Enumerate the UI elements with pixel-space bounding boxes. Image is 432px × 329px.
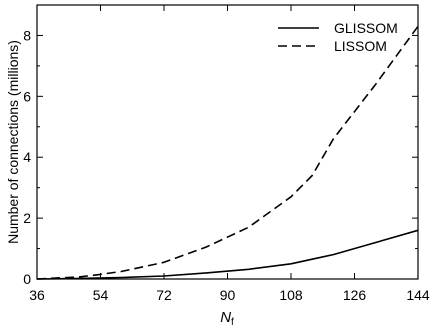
series-layer [36,25,419,280]
x-axis-ticks: 36 54 72 90 108 126 144 [29,5,430,303]
legend-label-glissom: GLISSOM [334,20,398,36]
series-line-glissom [36,229,419,280]
y-tick-label: 6 [23,88,31,104]
legend: GLISSOM LISSOM [278,20,398,54]
y-tick-label: 0 [23,271,31,287]
x-axis-label: Nf [220,309,234,328]
x-tick-label: 72 [156,287,172,303]
x-tick-label: 54 [93,287,109,303]
y-axis-label: Number of connections (millions) [5,40,21,244]
y-tick-label: 2 [23,210,31,226]
x-tick-label: 36 [29,287,45,303]
x-tick-label: 108 [279,287,303,303]
x-axis-label-main: N [220,309,231,326]
y-tick-label: 8 [23,27,31,43]
legend-label-lissom: LISSOM [334,38,387,54]
x-tick-label: 126 [343,287,367,303]
x-tick-label: 90 [220,287,236,303]
x-tick-label: 144 [406,287,430,303]
series-line-lissom [36,25,419,280]
x-axis-label-subscript: f [231,317,234,328]
y-axis-ticks: 0 2 4 6 8 [23,27,418,287]
y-tick-label: 4 [23,149,31,165]
